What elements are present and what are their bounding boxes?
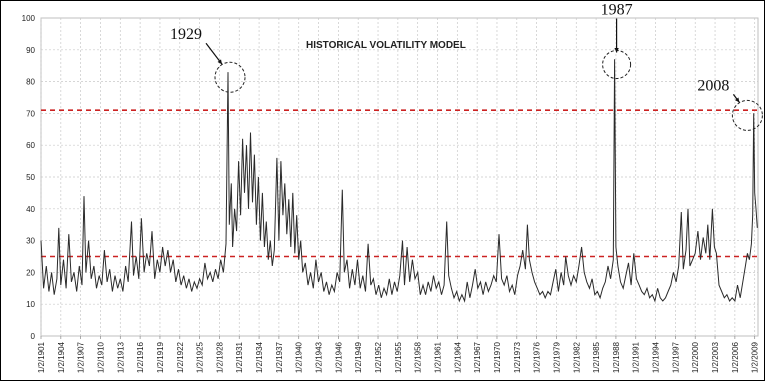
- reference-lines: [41, 109, 758, 258]
- chart-title: HISTORICAL VOLATILITY MODEL: [306, 40, 466, 51]
- x-tick-label: 1/2/1976: [533, 341, 542, 373]
- x-tick-label: 1/2/2009: [751, 341, 760, 373]
- annotation-circle: [214, 61, 246, 93]
- y-tick-label: 20: [26, 268, 35, 277]
- y-tick-label: 90: [26, 46, 35, 55]
- x-tick-label: 1/2/1997: [671, 341, 680, 373]
- x-tick-label: 1/2/1949: [354, 341, 363, 373]
- x-tick-label: 1/2/1979: [552, 341, 561, 373]
- x-tick-label: 1/2/1937: [275, 341, 284, 373]
- x-tick-label: 1/2/1943: [315, 341, 324, 373]
- annotation-1987: 1987: [601, 2, 633, 80]
- arrow-head: [614, 48, 619, 53]
- x-tick-label: 1/2/1955: [394, 341, 403, 373]
- x-tick-label: 1/2/1913: [116, 341, 125, 373]
- annotation-label: 1929: [170, 26, 202, 43]
- y-tick-label: 70: [26, 109, 35, 118]
- y-tick-label: 10: [26, 300, 35, 309]
- annotations: 1929 1987 2008: [170, 2, 763, 131]
- x-tick-label: 1/2/1922: [176, 341, 185, 373]
- x-tick-label: 1/2/1931: [235, 341, 244, 373]
- y-tick-label: 0: [31, 332, 36, 341]
- x-tick-label: 1/2/1952: [374, 341, 383, 373]
- x-tick-label: 1/2/1991: [632, 341, 641, 373]
- annotation-circle: [731, 99, 763, 131]
- x-tick-label: 1/2/1982: [572, 341, 581, 373]
- x-tick-label: 1/2/1904: [57, 341, 66, 373]
- gridlines: [40, 18, 758, 336]
- annotation-2008: 2008: [697, 77, 763, 131]
- x-axis: 1/2/1901 1/2/1904 1/2/1907 1/2/1910 1/2/1913…: [37, 336, 760, 373]
- y-tick-label: 100: [22, 14, 36, 23]
- x-tick-label: 1/2/2003: [711, 341, 720, 373]
- x-tick-label: 1/2/1973: [513, 341, 522, 373]
- annotation-label: 2008: [697, 77, 729, 94]
- x-tick-label: 1/2/1964: [453, 341, 462, 373]
- x-tick-label: 1/2/1961: [433, 341, 442, 373]
- y-tick-label: 30: [26, 237, 35, 246]
- x-tick-label: 1/2/2000: [691, 341, 700, 373]
- annotation-1929: 1929: [170, 26, 246, 93]
- x-tick-label: 1/2/1994: [652, 341, 661, 373]
- x-tick-label: 1/2/1985: [592, 341, 601, 373]
- y-tick-label: 80: [26, 78, 35, 87]
- arrow-head: [734, 97, 740, 103]
- x-tick-label: 1/2/1940: [295, 341, 304, 373]
- x-tick-label: 1/2/1907: [77, 341, 86, 373]
- x-tick-label: 1/2/1919: [156, 341, 165, 373]
- annotation-label: 1987: [601, 2, 633, 19]
- x-tick-label: 1/2/1946: [334, 341, 343, 373]
- x-tick-label: 1/2/1958: [414, 341, 423, 373]
- x-tick-label: 1/2/1925: [196, 341, 205, 373]
- x-tick-label: 1/2/1910: [96, 341, 105, 373]
- y-axis: 0 10 20 30 40 50 60 70 80 90 100: [22, 14, 36, 341]
- y-tick-label: 60: [26, 141, 35, 150]
- y-tick-label: 40: [26, 205, 35, 214]
- x-tick-label: 1/2/1934: [255, 341, 264, 373]
- x-tick-label: 1/2/1901: [37, 341, 46, 373]
- x-tick-label: 1/2/1988: [612, 341, 621, 373]
- volatility-series-line: [40, 59, 758, 303]
- x-tick-label: 1/2/1967: [473, 341, 482, 373]
- x-tick-label: 1/2/1916: [136, 341, 145, 373]
- y-tick-label: 50: [26, 173, 35, 182]
- x-tick-label: 1/2/1928: [215, 341, 224, 373]
- x-tick-label: 1/2/2006: [731, 341, 740, 373]
- arrow-head: [217, 59, 223, 65]
- x-tick-label: 1/2/1970: [493, 341, 502, 373]
